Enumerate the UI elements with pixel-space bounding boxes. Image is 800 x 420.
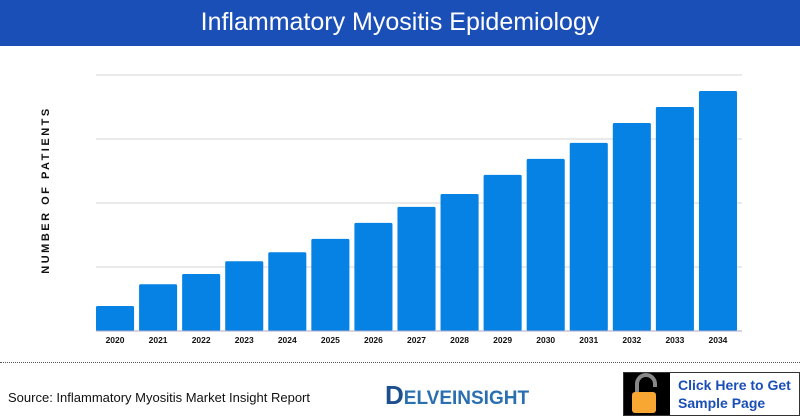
bar-chart: 2020 2021 2022 2023 2024 2025 2026 2027 2028 2029… — [96, 74, 742, 345]
bar-2034 — [698, 91, 737, 331]
bar-2033 — [655, 107, 694, 331]
cta-line1: Click Here to Get — [678, 377, 791, 393]
bar-2029 — [483, 174, 522, 331]
sample-page-button[interactable]: Click Here to Get Sample Page — [623, 372, 800, 416]
bar-2031 — [569, 142, 608, 331]
x-tick-label: 2025 — [321, 335, 340, 345]
divider — [0, 362, 800, 363]
x-tick-label: 2029 — [493, 335, 512, 345]
x-tick-label: 2026 — [364, 335, 383, 345]
x-tick-label: 2028 — [450, 335, 469, 345]
bar-2028 — [440, 194, 479, 331]
cta-line2: Sample Page — [678, 395, 766, 411]
x-tick-label: 2034 — [709, 335, 728, 345]
bar-2020 — [96, 306, 135, 331]
x-tick-label: 2031 — [579, 335, 598, 345]
delveinsight-logo[interactable]: DELVEINSIGHT — [385, 380, 530, 410]
chart-title: Inflammatory Myositis Epidemiology — [0, 0, 800, 46]
bar-2027 — [397, 206, 436, 331]
bar-2023 — [225, 261, 264, 331]
unlock-icon — [624, 373, 670, 415]
bar-2024 — [268, 252, 307, 331]
bar-2021 — [139, 284, 178, 331]
source-text: Source: Inflammatory Myositis Market Ins… — [8, 390, 310, 405]
bar-2026 — [354, 222, 393, 331]
x-tick-label: 2033 — [665, 335, 684, 345]
bar-2022 — [182, 274, 221, 331]
x-tick-label: 2020 — [106, 335, 125, 345]
bar-2025 — [311, 238, 350, 331]
x-tick-label: 2027 — [407, 335, 426, 345]
bar-2030 — [526, 158, 565, 331]
x-tick-label: 2023 — [235, 335, 254, 345]
bar-2032 — [612, 123, 651, 331]
x-tick-label: 2022 — [192, 335, 211, 345]
x-tick-label: 2021 — [149, 335, 168, 345]
x-tick-label: 2030 — [536, 335, 555, 345]
x-tick-label: 2032 — [622, 335, 641, 345]
x-tick-label: 2024 — [278, 335, 297, 345]
